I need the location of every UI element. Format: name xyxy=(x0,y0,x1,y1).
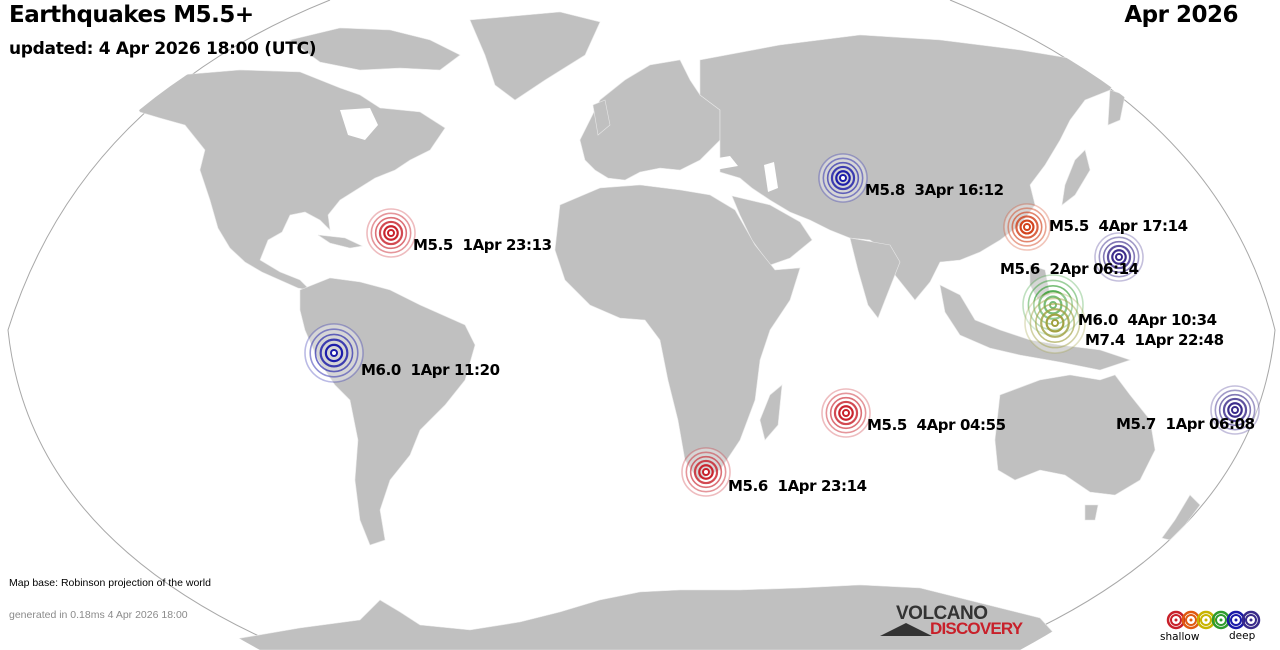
landmass-australia xyxy=(994,374,1156,496)
landmass-greenland xyxy=(469,11,601,101)
landmass-uk xyxy=(592,99,611,136)
black-sea xyxy=(706,156,738,170)
landmass-north-america xyxy=(129,69,446,291)
map-base-note: Map base: Robinson projection of the wor… xyxy=(9,577,211,589)
map-title: Earthquakes M5.5+ xyxy=(9,2,254,28)
earthquake-label[interactable]: M5.5 4Apr 04:55 xyxy=(867,416,1006,434)
landmass-new-zealand xyxy=(1161,494,1201,541)
legend-shallow-label: shallow xyxy=(1160,631,1200,643)
earthquake-label[interactable]: M5.8 3Apr 16:12 xyxy=(865,181,1004,199)
landmass-southeast-asia xyxy=(939,284,1131,371)
earthquake-marker[interactable] xyxy=(821,388,871,438)
earthquake-label[interactable]: M5.6 1Apr 23:14 xyxy=(728,477,867,495)
depth-legend: shallow deep xyxy=(1160,608,1270,648)
volcano-icon xyxy=(880,623,932,636)
earthquake-marker[interactable] xyxy=(304,323,364,383)
period-label: Apr 2026 xyxy=(1124,2,1238,28)
landmass-japan xyxy=(1061,149,1091,206)
earthquake-marker[interactable] xyxy=(1210,385,1260,435)
volcanodiscovery-logo[interactable]: VOLCANO DISCOVERY xyxy=(880,603,1040,639)
landmass-antarctica xyxy=(229,584,1061,650)
landmass-madagascar xyxy=(759,384,783,441)
earthquake-label[interactable]: M6.0 1Apr 11:20 xyxy=(361,361,500,379)
landmass-kamchatka xyxy=(1107,89,1126,126)
earthquake-label[interactable]: M5.5 1Apr 23:13 xyxy=(413,236,552,254)
depth-legend-icon xyxy=(1166,610,1261,630)
landmass-africa xyxy=(554,184,801,481)
hudson-bay xyxy=(340,108,378,140)
earthquake-marker[interactable] xyxy=(681,447,731,497)
landmass-india xyxy=(849,237,901,319)
legend-deep-label: deep xyxy=(1229,630,1256,642)
landmass-philippines xyxy=(1029,264,1051,301)
earthquake-marker[interactable] xyxy=(1003,203,1051,251)
earthquake-markers xyxy=(304,153,1260,497)
earthquake-marker[interactable] xyxy=(1024,292,1086,354)
earthquake-marker[interactable] xyxy=(818,153,868,203)
landmass-arctic-islands xyxy=(289,27,461,71)
landmass-south-america xyxy=(299,277,476,546)
earthquake-marker[interactable] xyxy=(1094,232,1144,282)
earthquake-label[interactable]: M7.4 1Apr 22:48 xyxy=(1085,331,1224,349)
earthquake-label[interactable]: M5.5 4Apr 17:14 xyxy=(1049,217,1188,235)
earthquake-label[interactable]: M6.0 4Apr 10:34 xyxy=(1078,311,1217,329)
logo-text-discovery: DISCOVERY xyxy=(930,619,1023,638)
earthquake-label[interactable]: M5.7 1Apr 06:08 xyxy=(1116,415,1255,433)
caspian-sea xyxy=(764,162,778,192)
landmass-tasmania xyxy=(1084,504,1099,521)
earthquake-marker[interactable] xyxy=(366,208,416,258)
generated-note: generated in 0.18ms 4 Apr 2026 18:00 xyxy=(9,609,188,621)
earthquake-label[interactable]: M5.6 2Apr 06:14 xyxy=(1000,260,1139,278)
landmass-arabia xyxy=(731,195,813,266)
landmass-caribbean xyxy=(317,234,363,249)
logo-text-volcano: VOLCANO xyxy=(896,603,988,624)
updated-timestamp: updated: 4 Apr 2026 18:00 (UTC) xyxy=(9,39,317,59)
